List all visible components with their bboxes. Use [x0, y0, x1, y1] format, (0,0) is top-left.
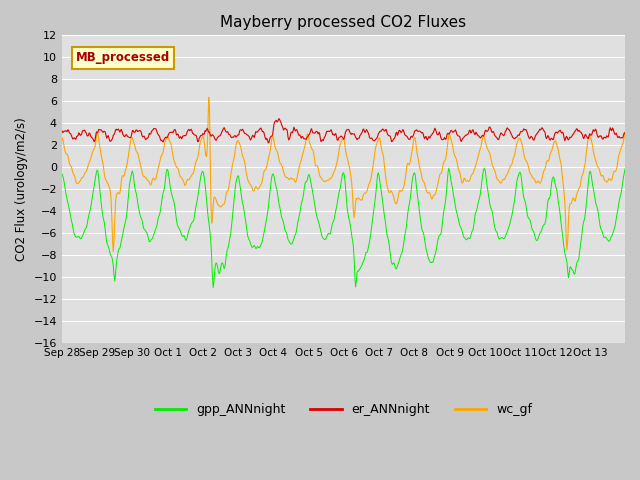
- Y-axis label: CO2 Flux (urology/m2/s): CO2 Flux (urology/m2/s): [15, 117, 28, 261]
- Legend: gpp_ANNnight, er_ANNnight, wc_gf: gpp_ANNnight, er_ANNnight, wc_gf: [150, 398, 537, 421]
- Title: Mayberry processed CO2 Fluxes: Mayberry processed CO2 Fluxes: [220, 15, 467, 30]
- Text: MB_processed: MB_processed: [76, 51, 170, 64]
